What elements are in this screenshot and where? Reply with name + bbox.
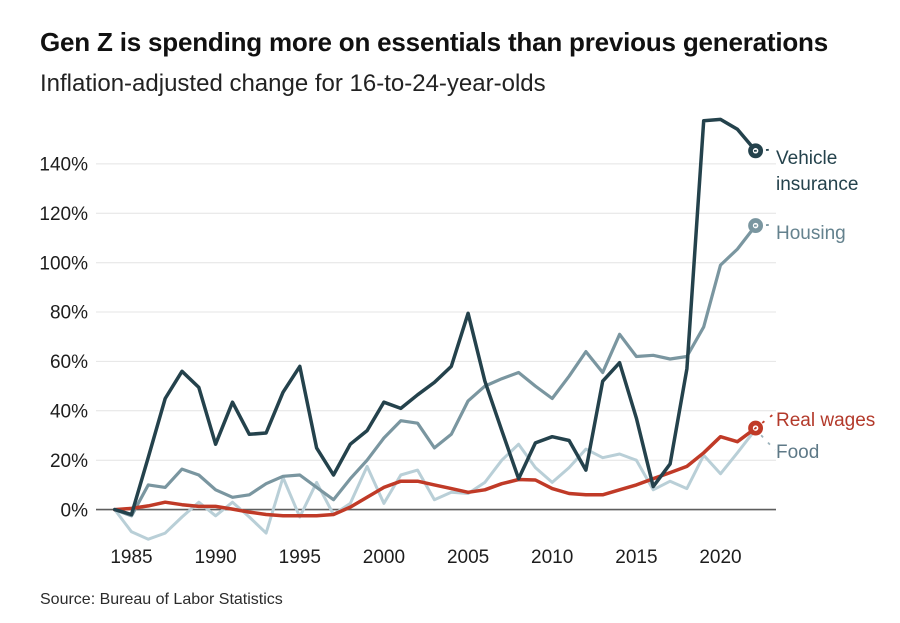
svg-text:40%: 40%: [50, 402, 88, 423]
svg-text:100%: 100%: [39, 253, 88, 274]
svg-text:120%: 120%: [39, 204, 88, 225]
svg-text:1990: 1990: [194, 547, 236, 568]
svg-text:1985: 1985: [110, 547, 152, 568]
svg-text:Vehicle: Vehicle: [776, 148, 837, 169]
svg-text:Source: Bureau of Labor Statis: Source: Bureau of Labor Statistics: [40, 591, 283, 608]
svg-text:Food: Food: [776, 442, 819, 463]
svg-text:Gen Z is spending more on esse: Gen Z is spending more on essentials tha…: [40, 27, 828, 57]
svg-text:80%: 80%: [50, 303, 88, 324]
svg-text:Real wages: Real wages: [776, 410, 875, 431]
svg-text:2000: 2000: [363, 547, 405, 568]
svg-text:2015: 2015: [615, 547, 657, 568]
svg-text:60%: 60%: [50, 352, 88, 373]
svg-text:2010: 2010: [531, 547, 573, 568]
svg-text:0%: 0%: [61, 500, 89, 521]
svg-text:2020: 2020: [699, 547, 741, 568]
svg-text:2005: 2005: [447, 547, 489, 568]
svg-text:insurance: insurance: [776, 174, 858, 195]
svg-text:1995: 1995: [279, 547, 321, 568]
svg-text:20%: 20%: [50, 451, 88, 472]
svg-text:Inflation-adjusted change for: Inflation-adjusted change for 16-to-24-y…: [40, 70, 546, 97]
svg-text:Housing: Housing: [776, 223, 846, 244]
svg-text:140%: 140%: [39, 155, 88, 176]
